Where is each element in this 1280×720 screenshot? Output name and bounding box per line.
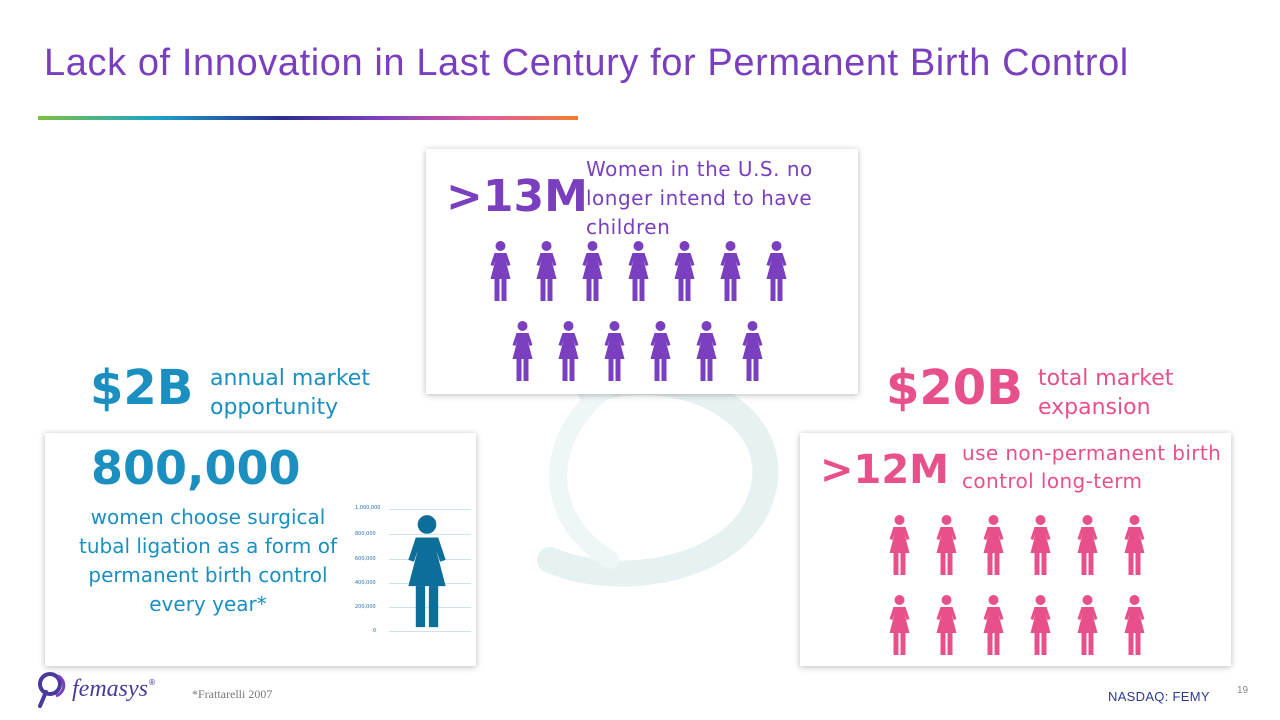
woman-icon <box>1030 595 1051 655</box>
woman-bar-icon <box>399 511 455 639</box>
woman-icon <box>1077 595 1098 655</box>
femasys-logo: femasys ® <box>36 670 156 708</box>
tick-label: 1,000,000 <box>355 505 381 511</box>
background-swirl <box>537 369 779 587</box>
stat-description: Women in the U.S. no longer intend to ha… <box>586 157 813 239</box>
woman-icon <box>889 595 910 655</box>
woman-icon <box>936 595 957 655</box>
woman-icon <box>1030 515 1051 575</box>
woman-icon <box>742 321 763 381</box>
woman-icon <box>889 515 910 575</box>
woman-icon <box>766 241 787 301</box>
woman-icon-row-2 <box>506 321 769 383</box>
tick-label: 0 <box>373 628 377 634</box>
woman-icon <box>983 515 1004 575</box>
woman-icon <box>490 241 511 301</box>
woman-icon <box>512 321 533 381</box>
woman-icon <box>674 241 695 301</box>
woman-icon <box>536 241 557 301</box>
stat-card-non-permanent: >12M use non-permanent birth control lon… <box>800 433 1231 666</box>
gridline <box>389 534 471 535</box>
woman-icon <box>408 515 446 628</box>
woman-icon <box>558 321 579 381</box>
woman-icon <box>983 595 1004 655</box>
stat-description: use non-permanent birth control long-ter… <box>962 441 1222 493</box>
woman-icon-row-2 <box>884 595 1150 657</box>
woman-icon <box>1124 595 1145 655</box>
woman-icon <box>628 241 649 301</box>
woman-icon <box>720 241 741 301</box>
woman-icon-row-1 <box>884 515 1150 577</box>
logo-registered-mark: ® <box>147 678 156 687</box>
tick-label: 200,000 <box>355 604 376 610</box>
stat-card-no-children: >13M Women in the U.S. no longer intend … <box>426 149 858 394</box>
woman-icon <box>936 515 957 575</box>
stat-value: >12M <box>820 447 949 493</box>
tick-label: 400,000 <box>355 580 376 586</box>
market-expansion-value: $20B <box>886 360 1023 416</box>
gridline <box>389 509 471 510</box>
mini-bar-chart: 1,000,000 800,000 600,000 400,000 200,00… <box>351 505 471 645</box>
woman-icon <box>696 321 717 381</box>
logo-wordmark: femasys <box>72 675 148 702</box>
woman-icon-row-1 <box>484 241 793 303</box>
woman-icon <box>1077 515 1098 575</box>
page-number: 19 <box>1237 685 1249 696</box>
woman-icon <box>1124 515 1145 575</box>
stat-value: >13M <box>446 171 588 222</box>
tick-label: 600,000 <box>355 556 376 562</box>
market-opportunity-value: $2B <box>90 360 194 416</box>
woman-icon <box>582 241 603 301</box>
tick-label: 800,000 <box>355 531 376 537</box>
stat-value: 800,000 <box>91 441 301 495</box>
market-expansion-label: total market expansion <box>1038 366 1174 420</box>
woman-icon <box>604 321 625 381</box>
footnote: *Frattarelli 2007 <box>192 687 273 701</box>
femasys-logo-icon <box>38 672 66 708</box>
ticker-symbol: NASDAQ: FEMY <box>1108 689 1210 704</box>
title-gradient-rule <box>38 116 578 120</box>
gridline <box>389 631 471 632</box>
page-title: Lack of Innovation in Last Century for P… <box>44 42 1129 84</box>
stat-description: women choose surgical tubal ligation as … <box>78 505 338 616</box>
stat-card-tubal-ligation: 800,000 women choose surgical tubal liga… <box>45 433 476 666</box>
woman-icon <box>650 321 671 381</box>
market-opportunity-label: annual market opportunity <box>210 366 370 420</box>
